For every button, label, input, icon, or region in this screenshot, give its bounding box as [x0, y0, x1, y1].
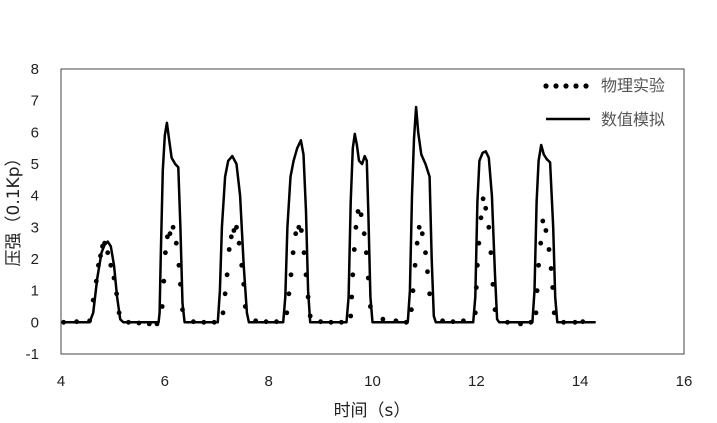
x-axis-title: 时间（s） [334, 401, 411, 421]
data-point-experiment [355, 209, 361, 214]
data-point-experiment [410, 288, 416, 294]
data-point-experiment [350, 272, 356, 278]
data-point-experiment [533, 310, 539, 316]
data-point-experiment [301, 250, 307, 256]
data-point-experiment [548, 266, 554, 271]
data-point-experiment [170, 224, 176, 230]
data-point-experiment [361, 231, 367, 237]
data-point-experiment [224, 272, 230, 278]
data-point-experiment [478, 215, 484, 221]
y-tick-label: 1 [31, 283, 39, 300]
data-point-experiment [351, 247, 357, 252]
x-tick-label: 10 [364, 373, 381, 390]
data-point-experiment [409, 307, 414, 313]
x-tick-label: 12 [468, 373, 485, 390]
data-point-experiment [358, 212, 364, 218]
data-point-experiment [486, 224, 492, 230]
data-point-experiment [546, 247, 552, 252]
data-point-experiment [416, 224, 422, 230]
y-tick-label: 4 [31, 188, 39, 205]
legend: 物理实验 数值模拟 [543, 76, 665, 129]
x-tick-label: 14 [572, 373, 589, 390]
data-point-experiment [290, 250, 296, 256]
data-point-experiment [543, 228, 549, 233]
data-point-experiment [425, 269, 430, 275]
data-point-experiment [480, 196, 486, 202]
data-point-experiment [228, 234, 234, 240]
data-point-experiment [222, 291, 228, 297]
y-tick-label: 7 [31, 93, 39, 110]
data-point-experiment [419, 231, 425, 237]
data-point-experiment [349, 294, 355, 300]
data-point-experiment [293, 231, 299, 237]
legend-dot [553, 83, 559, 89]
data-point-experiment [427, 291, 432, 297]
data-point-experiment [423, 250, 428, 256]
data-point-experiment [488, 250, 494, 256]
y-tick-labels: -1 0 1 2 3 4 5 6 7 8 [26, 61, 39, 363]
data-point-experiment [363, 250, 369, 256]
legend-dot [583, 83, 589, 89]
y-tick-label: 2 [31, 251, 39, 268]
x-tick-label: 6 [161, 373, 169, 390]
y-tick-label: -1 [26, 346, 39, 363]
legend-dot [563, 83, 569, 89]
data-point-experiment [353, 224, 359, 230]
data-point-experiment [299, 228, 304, 233]
x-tick-label: 8 [264, 373, 272, 390]
data-point-experiment [490, 281, 496, 287]
x-tick-label: 4 [57, 373, 65, 390]
data-point-experiment [234, 224, 239, 230]
legend-label-simulation: 数值模拟 [601, 110, 665, 129]
data-point-experiment [108, 262, 114, 268]
y-tick-label: 0 [31, 314, 39, 331]
legend-entry-experiment: 物理实验 [543, 76, 665, 95]
data-point-experiment [105, 250, 111, 256]
data-point-experiment [163, 250, 168, 256]
legend-marker-experiment [543, 83, 589, 89]
data-point-experiment [161, 278, 167, 284]
data-point-experiment [538, 240, 544, 246]
y-axis-title: 压强（0.1Kp） [4, 150, 24, 267]
data-point-experiment [412, 262, 418, 268]
data-point-experiment [286, 291, 292, 297]
y-tick-label: 6 [31, 124, 39, 141]
data-point-experiment [173, 240, 179, 246]
data-point-experiment [534, 288, 540, 294]
data-point-experiment [176, 262, 182, 268]
data-point-experiment [231, 228, 237, 233]
y-tick-label: 5 [31, 156, 39, 173]
series-line-simulation [63, 105, 596, 324]
data-point-experiment [220, 310, 226, 316]
series-layer [61, 105, 596, 327]
data-point-experiment [284, 310, 290, 316]
y-tick-label: 8 [31, 61, 39, 78]
legend-label-experiment: 物理实验 [601, 76, 665, 95]
data-point-experiment [226, 247, 232, 252]
data-point-experiment [236, 240, 242, 246]
data-point-experiment [288, 272, 294, 278]
legend-dot [543, 83, 549, 89]
data-point-experiment [540, 218, 546, 224]
data-point-experiment [414, 240, 420, 246]
y-tick-label: 3 [31, 219, 39, 236]
x-tick-labels: 4 6 8 10 12 14 16 [57, 373, 693, 390]
data-point-experiment [296, 224, 302, 230]
data-point-experiment [167, 231, 173, 237]
legend-entry-simulation: 数值模拟 [546, 110, 665, 129]
data-point-experiment [483, 205, 489, 211]
data-point-experiment [380, 316, 386, 322]
x-tick-label: 16 [676, 373, 693, 390]
legend-dot [573, 83, 579, 89]
data-point-experiment [348, 313, 354, 319]
data-point-experiment [536, 262, 541, 268]
